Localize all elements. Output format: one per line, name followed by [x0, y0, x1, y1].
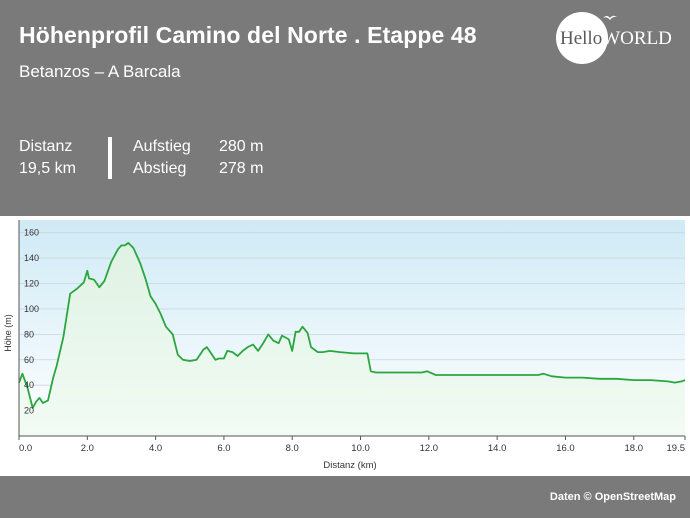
elevation-area-fill: [19, 242, 685, 436]
logo-text-world: WORLD: [602, 28, 672, 49]
x-tick-label: 18.0: [625, 443, 644, 454]
y-tick-label: 20: [24, 406, 34, 416]
x-tick-label: 14.0: [488, 443, 507, 454]
data-credit: Daten © OpenStreetMap: [549, 491, 676, 503]
elevation-line: [18, 242, 686, 409]
logo-wordmark: HelloWORLD: [560, 28, 672, 50]
axes: 20 40 60 80 100 120 140 160 0.0 2.0 4.0 6.0 8.0 10.0 1…: [18, 220, 686, 454]
stats-divider: [108, 137, 112, 179]
descent-label: Abstieg: [133, 160, 187, 177]
x-tick-label: 2.0: [81, 443, 94, 454]
y-tick-label: 40: [24, 380, 34, 390]
ascent-value: 280 m: [219, 138, 264, 155]
descent-value: 278 m: [219, 160, 264, 177]
x-tick-label: 19.5: [667, 443, 686, 454]
elevation-chart: 20 40 60 80 100 120 140 160 0.0 2.0 4.0 6.0 8.0 10.0 1…: [3, 220, 686, 471]
x-tick-label: 0.0: [19, 443, 32, 454]
logo-text-hello: Hello: [560, 28, 603, 49]
x-tick-label: 10.0: [351, 443, 370, 454]
y-tick-label: 60: [24, 355, 34, 365]
page-title: Höhenprofil Camino del Norte . Etappe 48: [19, 22, 477, 48]
chart-panel: 20 40 60 80 100 120 140 160 0.0 2.0 4.0 6.0 8.0 10.0 1…: [0, 216, 690, 476]
route-subtitle: Betanzos – A Barcala: [19, 62, 181, 81]
y-tick-label: 80: [24, 329, 34, 339]
x-tick-label: 16.0: [556, 443, 575, 454]
y-tick-label: 120: [24, 279, 39, 289]
y-tick-label: 100: [24, 304, 39, 314]
distance-label: Distanz: [19, 138, 73, 155]
y-axis-label: Höhe (m): [3, 314, 13, 352]
helloworld-logo: [556, 12, 608, 64]
x-tick-label: 4.0: [149, 443, 162, 454]
ascent-label: Aufstieg: [133, 138, 191, 155]
x-axis-label: Distanz (km): [323, 460, 376, 471]
bird-icon: [603, 15, 617, 20]
distance-value: 19,5 km: [19, 160, 76, 177]
x-tick-label: 12.0: [420, 443, 439, 454]
x-tick-label: 6.0: [217, 443, 230, 454]
y-tick-label: 160: [24, 228, 39, 238]
x-tick-label: 8.0: [286, 443, 299, 454]
y-tick-label: 140: [24, 253, 39, 263]
